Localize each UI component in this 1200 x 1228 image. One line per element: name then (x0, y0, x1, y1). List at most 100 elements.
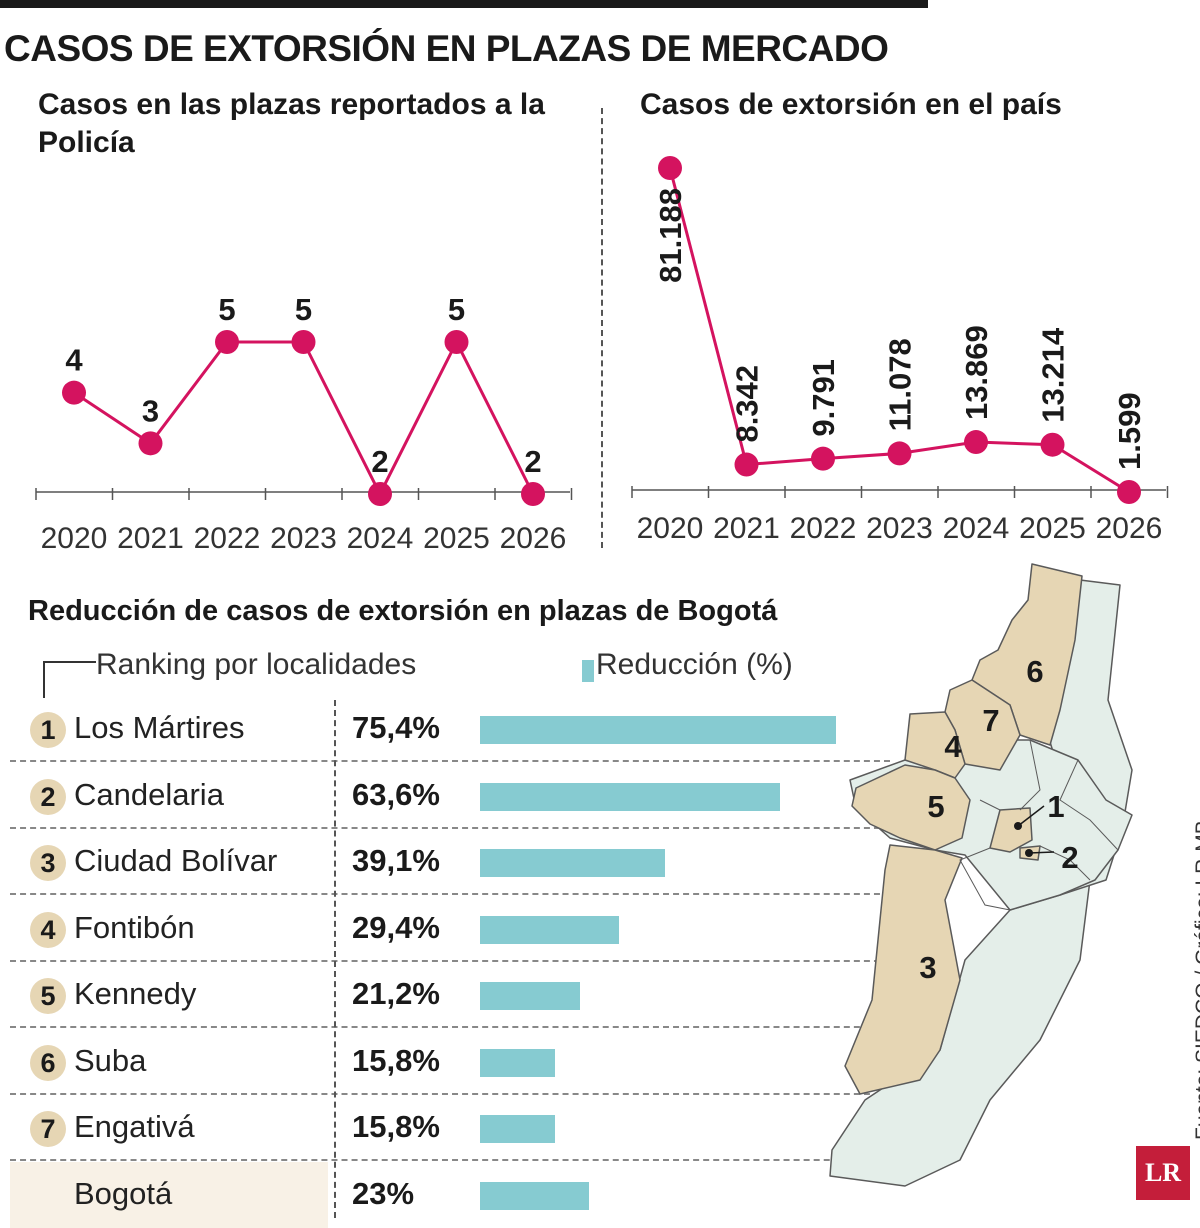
chart1-x-tick-label: 2025 (423, 522, 490, 555)
map-markers (1014, 805, 1055, 857)
bars-title: Reducción de casos de extorsión en plaza… (28, 595, 778, 627)
chart2-x-tick-label: 2022 (790, 512, 857, 545)
legend-ranking: Ranking por localidades (96, 648, 417, 681)
rank-badge: 7 (30, 1111, 66, 1147)
chart2-point (887, 441, 912, 466)
rank-badge: 3 (30, 845, 66, 881)
main-title: CASOS DE EXTORSIÓN EN PLAZAS DE MERCADO (4, 28, 889, 69)
chart2-point (964, 430, 988, 455)
map-label-5: 5 (927, 789, 944, 824)
chart-divider (601, 108, 603, 548)
map-region-1 (989, 807, 1033, 853)
reduction-bar (480, 1115, 555, 1143)
row-separator (10, 1026, 890, 1028)
ranking-row: 5 Kennedy 21,2% (10, 962, 890, 1028)
chart2-point (658, 156, 682, 180)
rank-badge: 1 (30, 712, 66, 748)
reduction-bar (480, 1048, 555, 1077)
reduction-bar (480, 716, 836, 744)
reduction-bar (480, 982, 581, 1010)
map-label-6: 6 (1026, 654, 1043, 689)
chart2-point (1117, 480, 1141, 504)
reduction-value: 29,4% (352, 909, 440, 945)
rank-badge: 4 (30, 911, 66, 948)
chart1-point (521, 482, 545, 506)
chart2-point (734, 452, 759, 477)
row-separator (10, 826, 890, 829)
rank-badge: 2 (30, 778, 66, 815)
map-labels: 6 7 4 5 1 2 3 (919, 654, 1078, 985)
ranking-row: 2 Candelaria 63,6% (10, 763, 890, 829)
chart2-data-label: 8.342 (730, 365, 765, 443)
chart2-title: Casos de extorsión en el país (640, 88, 1062, 121)
rank-badge: 5 (30, 978, 66, 1014)
chart1-x-tick-label: 2020 (41, 522, 108, 555)
reduction-value: 63,6% (352, 776, 440, 812)
rank-badge: 6 (30, 1044, 66, 1081)
ranking-row: 4 Fontibón 29,4% (10, 896, 890, 962)
row-separator (10, 893, 890, 895)
reduction-value: 15,8% (352, 1109, 440, 1144)
chart1-data-label: 2 (371, 444, 388, 479)
chart2-x-tick-label: 2026 (1096, 512, 1163, 545)
locality-name: Bogotá (74, 1175, 173, 1211)
chart1-x-tick-label: 2026 (500, 522, 567, 555)
chart1-data-label: 4 (65, 343, 83, 378)
reduction-value: 39,1% (352, 843, 440, 878)
chart1-data-label: 2 (524, 444, 541, 479)
chart1-x-tick-label: 2024 (347, 522, 414, 555)
chart2-x-tick-label: 2025 (1019, 512, 1086, 545)
chart2-data-label: 11.078 (883, 338, 918, 431)
ranking-row: 1 Los Mártires 75,4% (10, 696, 890, 762)
ranking-row: 3 Ciudad Bolívar 39,1% (10, 829, 890, 895)
legend-reduction: Reducción (%) (596, 648, 793, 681)
chart1-x-tick-label: 2023 (270, 522, 337, 555)
chart2-point (1040, 432, 1065, 457)
locality-name: Engativá (74, 1109, 195, 1144)
bogota-map: 6 7 4 5 1 2 3 (829, 563, 1133, 1187)
chart2-data-label: 1.599 (1112, 392, 1147, 470)
chart2-x-tick-label: 2020 (637, 512, 704, 545)
chart2-x-tick-label: 2021 (713, 512, 780, 545)
chart1-data-label: 5 (448, 292, 465, 327)
map-label-2: 2 (1061, 840, 1078, 875)
chart1-point (215, 330, 239, 354)
total-row-highlight (10, 1161, 328, 1228)
reduction-bar (480, 915, 619, 944)
chart2-x-tick-label: 2024 (943, 512, 1010, 545)
reduction-value: 23% (352, 1175, 415, 1211)
reduction-value: 15,8% (352, 1042, 440, 1078)
locality-name: Los Mártires (74, 710, 245, 745)
chart1-point (291, 330, 316, 354)
ranking-row: Bogotá 23% (10, 1161, 890, 1228)
source-text: Fuente: SIEDCO / Gráfico: LR-MB (1192, 820, 1200, 1140)
chart2-point (811, 446, 835, 471)
chart1-data-label: 5 (218, 292, 235, 327)
row-separator (10, 959, 890, 962)
source-note: Fuente: SIEDCO / Gráfico: LR-MB (1172, 780, 1200, 1140)
chart2-data-label: 13.869 (959, 325, 994, 420)
chart1-point (138, 431, 163, 456)
map-region-4 (904, 711, 966, 779)
chart-plazas-line: 4 2020 3 2021 5 2022 5 2023 2 2024 5 2025 2 2026 (35, 292, 573, 555)
map-ranked-regions (844, 563, 1083, 1095)
locality-name: Ciudad Bolívar (74, 843, 278, 878)
chart2-x-tick-label: 2023 (866, 512, 933, 545)
ranking-bracket-icon (43, 661, 96, 698)
chart1-x-tick-label: 2022 (194, 522, 261, 555)
ranking-row: 7 Engativá 15,8% (10, 1095, 890, 1161)
row-separator (10, 1092, 890, 1095)
table-divider (334, 700, 336, 1218)
chart1-point (368, 482, 392, 506)
ranking-row: 6 Suba 15,8% (10, 1029, 890, 1095)
locality-name: Fontibón (74, 909, 195, 945)
lr-logo: LR (1136, 1146, 1190, 1200)
chart1-x-tick-label: 2021 (117, 522, 184, 555)
map-usme-sumapaz (829, 879, 1091, 1187)
chart2-data-label: 13.214 (1036, 327, 1071, 423)
chart1-title: Casos en las plazas reportados a la Poli… (38, 88, 545, 159)
reduction-value: 75,4% (352, 710, 440, 745)
top-rule (0, 0, 928, 8)
map-region-3 (844, 844, 963, 1095)
map-region-5 (851, 764, 971, 851)
